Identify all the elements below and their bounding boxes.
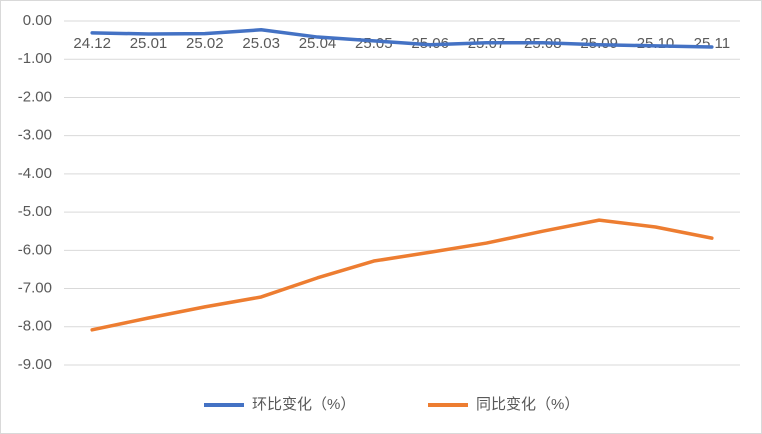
series-line (90, 28, 714, 49)
y-tick-label: -2.00 (18, 88, 52, 105)
y-tick-label: 0.00 (23, 12, 52, 29)
series-line (90, 218, 714, 332)
x-tick-label: 25.10 (637, 35, 675, 52)
y-tick-label: -4.00 (18, 165, 52, 182)
y-tick-label: -5.00 (18, 203, 52, 220)
x-tick-label: 25.03 (242, 35, 280, 52)
x-tick-label: 24.12 (73, 35, 111, 52)
y-tick-label: -7.00 (18, 280, 52, 297)
x-tick-label: 25.01 (130, 35, 168, 52)
y-tick-label: -9.00 (18, 356, 52, 373)
y-tick-label: -8.00 (18, 318, 52, 335)
legend-label: 同比变化（%） (476, 396, 579, 413)
y-tick-label: -1.00 (18, 50, 52, 67)
y-tick-label: -6.00 (18, 241, 52, 258)
legend-label: 环比变化（%） (252, 396, 355, 413)
y-tick-label: -3.00 (18, 127, 52, 144)
x-tick-label: 25.02 (186, 35, 224, 52)
x-tick-label: 25.11 (694, 35, 730, 52)
